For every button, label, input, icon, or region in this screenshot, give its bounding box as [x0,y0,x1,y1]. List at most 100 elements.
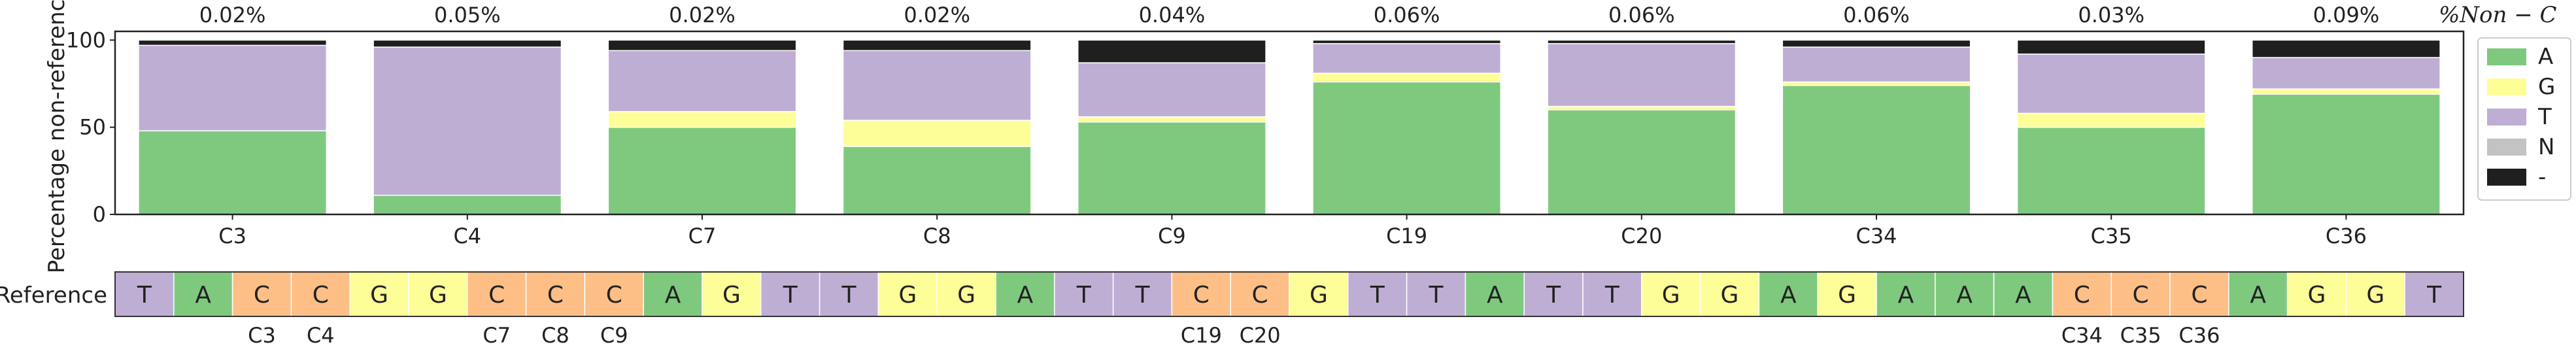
reference-base: G [1838,282,1856,309]
bar-segment-C34-gap [1782,39,1971,48]
reference-base: C [1193,282,1210,309]
reference-cell [1582,271,1642,317]
reference-base: C [606,282,622,309]
bar-segment-C34-A [1782,84,1971,215]
bar-segment-C35-gap [2016,39,2206,55]
pct-non-c-title: %Non − C [2439,2,2557,28]
position-label: C36 [2178,323,2220,348]
x-tick-label: C19 [1386,224,1427,248]
reference-base: T [783,282,798,309]
reference-base: G [722,282,741,309]
reference-base: T [1076,282,1092,309]
position-label: C4 [307,323,335,348]
x-tick-label: C34 [1856,224,1897,248]
reference-base: A [1898,282,1914,309]
x-tick-label: C7 [688,224,717,248]
bar-segment-C7-gap [607,39,797,52]
bar-segment-C3-gap [138,39,328,46]
reference-cell [1465,271,1525,317]
bar-segment-C35-G [2016,112,2206,128]
bar-segment-C19-A [1312,81,1502,215]
reference-base: A [1017,282,1034,309]
bar-segment-C4-gap [373,39,562,48]
bar-segment-C19-gap [1312,39,1502,44]
x-tick-label: C35 [2091,224,2132,248]
legend-swatch-N [2487,139,2526,156]
pct-non-c-label: 0.03% [2078,3,2144,27]
reference-cell [1171,271,1231,317]
reference-cell [2169,271,2229,317]
bar-segment-C4-A [373,194,562,215]
reference-base: A [2250,282,2266,309]
reference-cell [408,271,468,317]
pct-non-c-label: 0.02% [669,3,736,27]
position-label: C20 [1240,323,1281,348]
reference-base: T [2426,282,2442,309]
bar-segment-C9-gap [1077,39,1266,63]
reference-cell [702,271,762,317]
reference-cell [1641,271,1701,317]
reference-cell [231,271,292,317]
reference-base: T [1546,282,1561,309]
legend-label: G [2538,74,2555,100]
reference-base: G [1662,282,1680,309]
x-tick-label: C9 [1158,224,1186,248]
reference-base: G [898,282,917,309]
position-label: C3 [248,323,276,348]
reference-base: T [1429,282,1444,309]
position-label: C19 [1181,323,1222,348]
y-tick-label: 100 [66,27,106,52]
reference-base: A [665,282,681,309]
reference-cell [1699,271,1760,317]
y-axis-title: Percentage non-reference [44,0,70,273]
reference-row-label: Reference [0,282,107,309]
bar-segment-C9-A [1077,121,1266,215]
bar-chart-panel: C3 0.02% C4 0.05% C7 0.02% C8 0.02% C9 0.04% C19 0.… [44,0,2557,273]
reference-base: A [2015,282,2031,309]
legend-label: A [2538,44,2553,70]
y-tick-label: 0 [93,202,106,227]
reference-base: G [1310,282,1328,309]
reference-cell [584,271,644,317]
bar-segment-C8-gap [842,39,1032,52]
bar-segment-C36-gap [2251,39,2441,58]
bar-segment-C9-T [1077,62,1266,118]
reference-base: G [957,282,975,309]
position-label: C35 [2120,323,2161,348]
bar-segment-C20-gap [1547,39,1737,44]
pct-non-c-label: 0.02% [904,3,970,27]
bar-segment-C9-G [1077,116,1266,123]
reference-base: G [2366,282,2384,309]
reference-base: T [137,282,152,309]
x-tick-label: C20 [1621,224,1662,248]
bar-segment-C7-G [607,110,797,128]
pct-non-c-label: 0.04% [1139,3,1206,27]
reference-base: T [1135,282,1151,309]
reference-base: G [429,282,447,309]
reference-base: C [254,282,270,309]
reference-base: C [547,282,564,309]
bar-segment-C3-A [138,130,328,215]
bar-segment-C20-G [1547,105,1737,110]
bar-segment-C8-T [842,50,1032,121]
legend-swatch-T [2487,109,2526,126]
bar-segment-C19-T [1312,42,1502,74]
reference-base: T [1604,282,1620,309]
bar-segment-C35-A [2016,126,2206,215]
reference-base: T [1370,282,1385,309]
plot-frame [114,30,2465,216]
y-tick-label: 50 [79,115,106,140]
bar-segment-C34-G [1782,81,1971,86]
reference-base: C [488,282,505,309]
bar-segment-C20-T [1547,42,1737,107]
x-tick-label: C4 [453,224,481,248]
bar-segment-C35-T [2016,53,2206,114]
bar-segment-C8-A [842,146,1032,215]
position-label: C7 [483,323,511,348]
reference-cell [2286,271,2347,317]
reference-base: C [2191,282,2207,309]
legend-swatch-G [2487,78,2526,95]
reference-base: C [2133,282,2149,309]
